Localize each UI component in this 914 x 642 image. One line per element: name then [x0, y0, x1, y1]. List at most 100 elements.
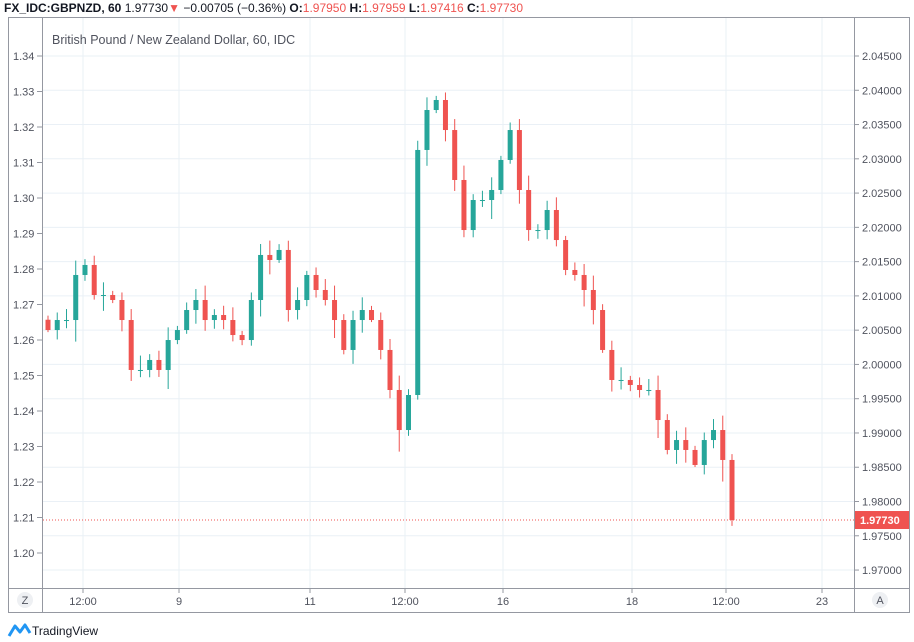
candle	[147, 354, 153, 378]
candle	[683, 427, 689, 463]
candle-body	[137, 369, 143, 371]
left-tick-label: 1.28	[13, 264, 34, 276]
candle-body	[174, 330, 180, 341]
candle-body	[156, 359, 162, 370]
candle-body	[110, 294, 116, 301]
time-tick-label: 12:00	[391, 596, 419, 608]
candle-body	[45, 319, 51, 331]
candle	[350, 310, 356, 364]
candle	[174, 325, 180, 345]
candle-body	[600, 310, 606, 350]
candle-body	[535, 230, 541, 232]
candle-body	[507, 130, 513, 160]
candle	[322, 279, 328, 306]
candle	[313, 267, 319, 298]
candle	[63, 309, 69, 329]
candle	[137, 355, 143, 378]
candle-body	[350, 320, 356, 350]
candle-body	[295, 300, 301, 311]
candle	[230, 307, 236, 342]
candle-body	[516, 130, 522, 190]
candle	[701, 432, 707, 475]
chart-frame	[8, 17, 910, 613]
candle	[100, 282, 106, 311]
candle	[128, 309, 134, 381]
last-price-badge	[855, 511, 910, 530]
candle-body	[692, 449, 698, 465]
auto-scale-left-button[interactable]: Z	[17, 592, 33, 608]
candle-body	[442, 100, 448, 131]
candle-body	[248, 300, 254, 341]
candle-body	[100, 294, 106, 296]
candle	[535, 224, 541, 239]
left-tick-label: 1.31	[13, 158, 34, 170]
candle	[248, 292, 254, 346]
left-tick-label: 1.27	[13, 300, 34, 312]
candle	[692, 445, 698, 468]
right-tick-label: 2.01500	[862, 257, 902, 269]
candle-body	[128, 320, 134, 370]
tradingview-logo[interactable]: TradingView	[7, 623, 98, 638]
right-tick-label: 2.03000	[862, 154, 902, 166]
candle-body	[63, 320, 69, 322]
last-price-label: 1.97730	[860, 515, 900, 527]
candle	[516, 119, 522, 204]
auto-scale-right-button[interactable]: A	[872, 592, 888, 608]
candle	[405, 389, 411, 436]
candle	[609, 340, 615, 392]
candle-body	[627, 379, 633, 385]
candle	[489, 177, 495, 220]
candle	[479, 190, 485, 207]
right-tick-label: 2.04500	[862, 51, 902, 63]
left-tick-label: 1.24	[13, 406, 34, 418]
candle-body	[526, 189, 532, 231]
candle-body	[285, 249, 291, 311]
candle	[304, 270, 310, 307]
candle	[498, 155, 504, 195]
candle-body	[424, 110, 430, 150]
candle-body	[322, 289, 328, 301]
candle	[572, 262, 578, 281]
candle	[664, 414, 670, 455]
left-price-axis[interactable]: 1.34 1.33 1.32 1.31 1.30 1.29 1.28 1.27 1.26 1.25…	[13, 51, 42, 560]
right-tick-label: 2.03500	[862, 120, 902, 132]
candle	[720, 415, 726, 482]
candle	[646, 379, 652, 396]
time-axis[interactable]: 12:00 9 11 12:00 16 18 12:00 23	[69, 588, 828, 608]
candle-body	[276, 249, 282, 260]
right-tick-label: 1.97500	[862, 531, 902, 543]
candle	[110, 290, 116, 304]
candle-body	[258, 254, 264, 301]
candle	[637, 377, 643, 398]
candle-body	[369, 310, 375, 321]
candle-body	[489, 189, 495, 201]
candle-body	[674, 440, 680, 450]
low-label: L:	[408, 1, 421, 15]
candle-body	[711, 430, 717, 441]
candle	[239, 330, 245, 346]
left-tick-label: 1.25	[13, 371, 34, 383]
left-tick-label: 1.22	[13, 477, 34, 489]
time-tick-label: 18	[626, 596, 638, 608]
candle	[442, 92, 448, 142]
right-price-axis[interactable]: 2.04500 2.04000 2.03500 2.03000 2.02500 2.020…	[854, 51, 910, 577]
candle	[507, 122, 513, 164]
candle	[563, 235, 569, 276]
right-tick-label: 2.01000	[862, 291, 902, 303]
candle	[184, 302, 190, 334]
candle-body	[313, 274, 319, 290]
candle-body	[193, 300, 199, 311]
candle-body	[221, 315, 227, 321]
time-tick-label: 9	[176, 596, 182, 608]
candle-body	[618, 379, 624, 381]
candle-body	[572, 269, 578, 275]
candle	[415, 140, 421, 400]
candle-body	[396, 389, 402, 431]
candle	[369, 305, 375, 323]
left-tick-label: 1.32	[13, 122, 34, 134]
candle	[156, 350, 162, 377]
candle	[73, 260, 79, 342]
close-value: 1.97730	[479, 1, 524, 15]
time-tick-label: 16	[497, 596, 509, 608]
